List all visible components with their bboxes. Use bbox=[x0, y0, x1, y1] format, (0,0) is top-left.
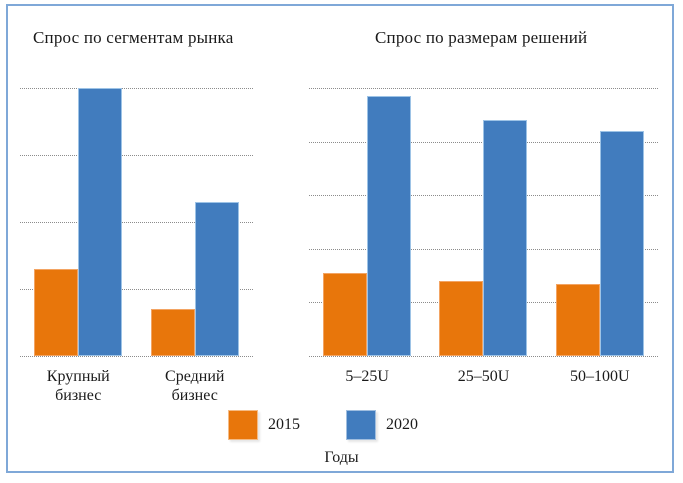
gridline bbox=[20, 222, 253, 223]
bar-pair bbox=[555, 88, 644, 356]
right-chart-bar-groups: 5–25U 25–50U 50–100U bbox=[309, 88, 658, 385]
category-label: Средний бизнес bbox=[165, 368, 225, 404]
category-label: 25–50U bbox=[457, 368, 510, 385]
gridline bbox=[20, 289, 253, 290]
legend-label-2020: 2020 bbox=[386, 416, 418, 433]
bar-group: 25–50U bbox=[439, 88, 528, 385]
bar-2020 bbox=[367, 96, 412, 356]
legend-item-2015: 2015 bbox=[228, 410, 300, 440]
bar-2020 bbox=[78, 88, 123, 356]
bar-2020 bbox=[194, 201, 239, 356]
x-axis-label: Годы bbox=[324, 449, 359, 466]
left-chart-bar-groups: Крупный бизнес Средний бизнес bbox=[20, 88, 253, 404]
bar-2020 bbox=[483, 120, 528, 356]
bar-group: Средний бизнес bbox=[150, 88, 239, 404]
right-chart-plot-area: 5–25U 25–50U 50–100U bbox=[309, 88, 658, 385]
bar-pair bbox=[34, 88, 123, 356]
bar-2015 bbox=[34, 268, 79, 356]
gridline bbox=[20, 88, 253, 89]
bar-2015 bbox=[555, 283, 600, 356]
bar-pair bbox=[439, 88, 528, 356]
bar-pair bbox=[323, 88, 412, 356]
bar-group: 5–25U bbox=[323, 88, 412, 385]
left-chart-gridlines bbox=[20, 88, 253, 357]
left-chart-plot-area: Крупный бизнес Средний бизнес bbox=[20, 88, 253, 404]
bar-group: 50–100U bbox=[555, 88, 644, 385]
bar-pair bbox=[150, 88, 239, 356]
bar-2015 bbox=[439, 280, 484, 356]
gridline bbox=[20, 155, 253, 156]
category-label: Крупный бизнес bbox=[46, 368, 110, 404]
legend-swatch-2020 bbox=[346, 410, 376, 440]
bar-group: Крупный бизнес bbox=[34, 88, 123, 404]
legend: 2015 2020 bbox=[228, 410, 418, 440]
bar-2015 bbox=[150, 309, 195, 356]
legend-label-2015: 2015 bbox=[268, 416, 300, 433]
legend-item-2020: 2020 bbox=[346, 410, 418, 440]
left-chart-title: Спрос по сегментам рынка bbox=[33, 28, 234, 47]
bar-2015 bbox=[323, 272, 368, 356]
gridline bbox=[20, 356, 253, 357]
gridline bbox=[309, 356, 658, 357]
category-label: 50–100U bbox=[570, 368, 630, 385]
right-chart-title: Спрос по размерам решений bbox=[375, 28, 588, 47]
legend-swatch-2015 bbox=[228, 410, 258, 440]
gridline bbox=[309, 88, 658, 89]
category-label: 5–25U bbox=[345, 368, 389, 385]
bar-2020 bbox=[599, 130, 644, 356]
